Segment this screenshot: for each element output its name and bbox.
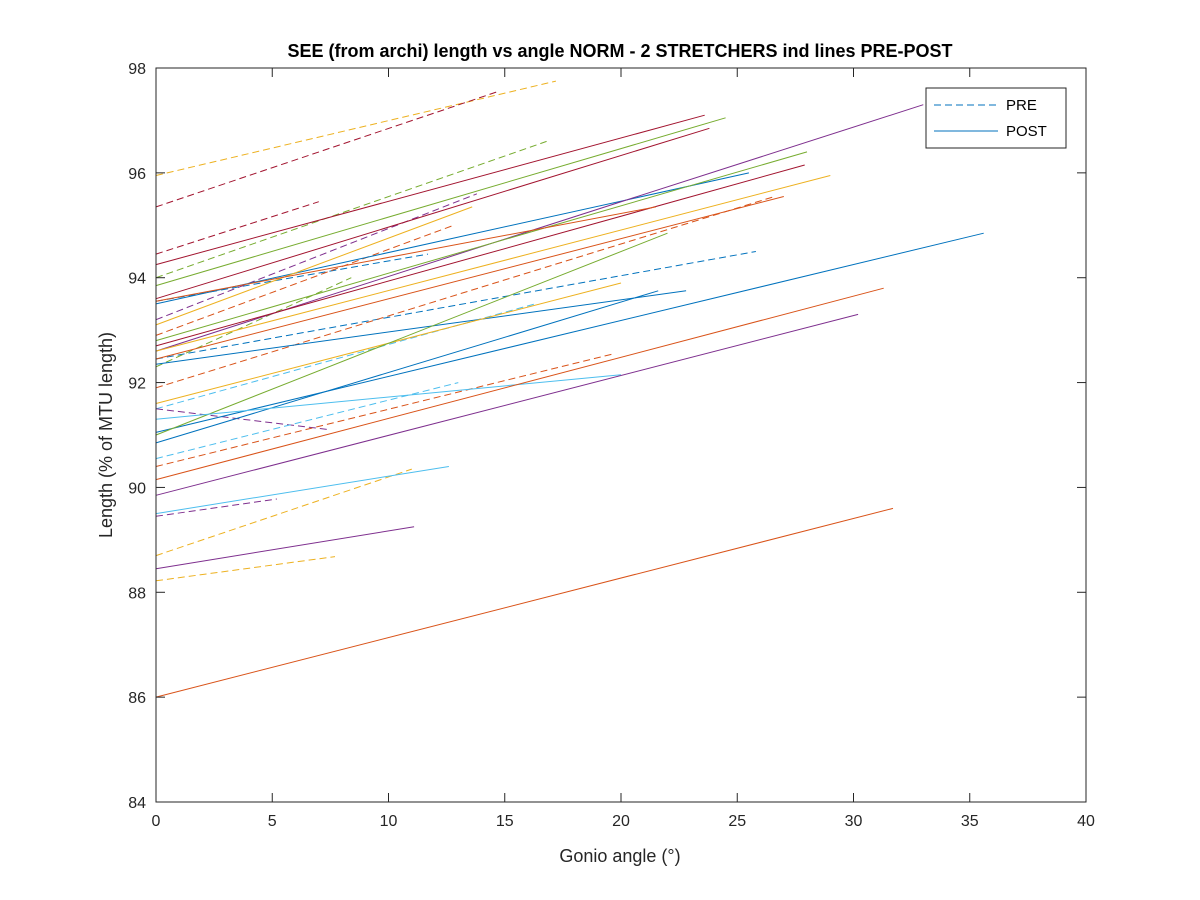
series-line-pre-9: [155, 277, 352, 368]
series-line-pre-14: [155, 498, 277, 517]
y-tick-label: 94: [128, 271, 146, 288]
x-axis-ticks: 0 5 10 15 20 25 30 35 40: [152, 68, 1095, 830]
legend-box: [925, 87, 1067, 149]
y-axis-ticks: 84 86 88 90 92 94 96 98: [128, 61, 1086, 812]
series-line-post-22: [155, 151, 808, 342]
series-line-post-17: [155, 114, 705, 266]
legend: PRE POST: [925, 87, 1067, 149]
x-tick-label: 35: [961, 813, 979, 830]
series-line-post-38: [155, 507, 894, 698]
x-tick-label: 10: [380, 813, 398, 830]
series-line-pre-1: [155, 91, 498, 208]
x-tick-label: 25: [728, 813, 746, 830]
series-line-post-24: [155, 196, 784, 360]
legend-post-label: POST: [1006, 123, 1047, 140]
series-line-post-34: [155, 287, 884, 481]
y-tick-label: 88: [128, 585, 146, 602]
series-line-post-32: [155, 290, 659, 444]
series-line-pre-16: [155, 556, 336, 582]
chart-title: SEE (from archi) length vs angle NORM - …: [287, 41, 952, 61]
series-line-pre-0: [155, 80, 557, 176]
series-line-post-28: [155, 290, 687, 365]
x-tick-label: 0: [152, 813, 161, 830]
series-line-post-20: [155, 172, 750, 305]
y-axis-label: Length (% of MTU length): [96, 332, 116, 538]
x-tick-label: 5: [268, 813, 277, 830]
series-line-pre-2: [155, 140, 547, 279]
series-line-pre-15: [155, 468, 412, 557]
x-tick-label: 15: [496, 813, 514, 830]
series-line-pre-6: [155, 224, 454, 336]
series-line-post-23: [155, 164, 805, 347]
legend-pre-label: PRE: [1006, 97, 1037, 114]
series-line-post-25: [155, 175, 831, 352]
series-line-post-36: [155, 466, 449, 515]
series-line-post-33: [155, 374, 622, 420]
x-axis-label: Gonio angle (°): [559, 846, 680, 866]
series-line-post-26: [155, 206, 473, 326]
x-tick-label: 40: [1077, 813, 1095, 830]
y-tick-label: 92: [128, 376, 146, 393]
series-line-post-31: [155, 232, 668, 436]
y-tick-label: 96: [128, 166, 146, 183]
series-line-pre-7: [155, 251, 756, 360]
series-line-post-18: [155, 117, 726, 287]
series-line-post-19: [155, 127, 710, 300]
plot-lines: [155, 80, 984, 698]
series-line-pre-13: [155, 353, 615, 467]
series-line-post-37: [155, 526, 415, 570]
y-tick-label: 98: [128, 61, 146, 78]
y-tick-label: 90: [128, 480, 146, 497]
y-tick-label: 84: [128, 795, 146, 812]
x-tick-label: 30: [845, 813, 863, 830]
y-tick-label: 86: [128, 690, 146, 707]
series-line-post-27: [155, 206, 656, 302]
series-line-post-30: [155, 232, 984, 433]
series-line-pre-5: [155, 193, 478, 321]
series-line-pre-3: [155, 201, 319, 255]
series-line-post-35: [155, 313, 859, 496]
x-tick-label: 20: [612, 813, 630, 830]
series-line-pre-11: [155, 408, 331, 431]
series-line-pre-10: [155, 196, 775, 389]
